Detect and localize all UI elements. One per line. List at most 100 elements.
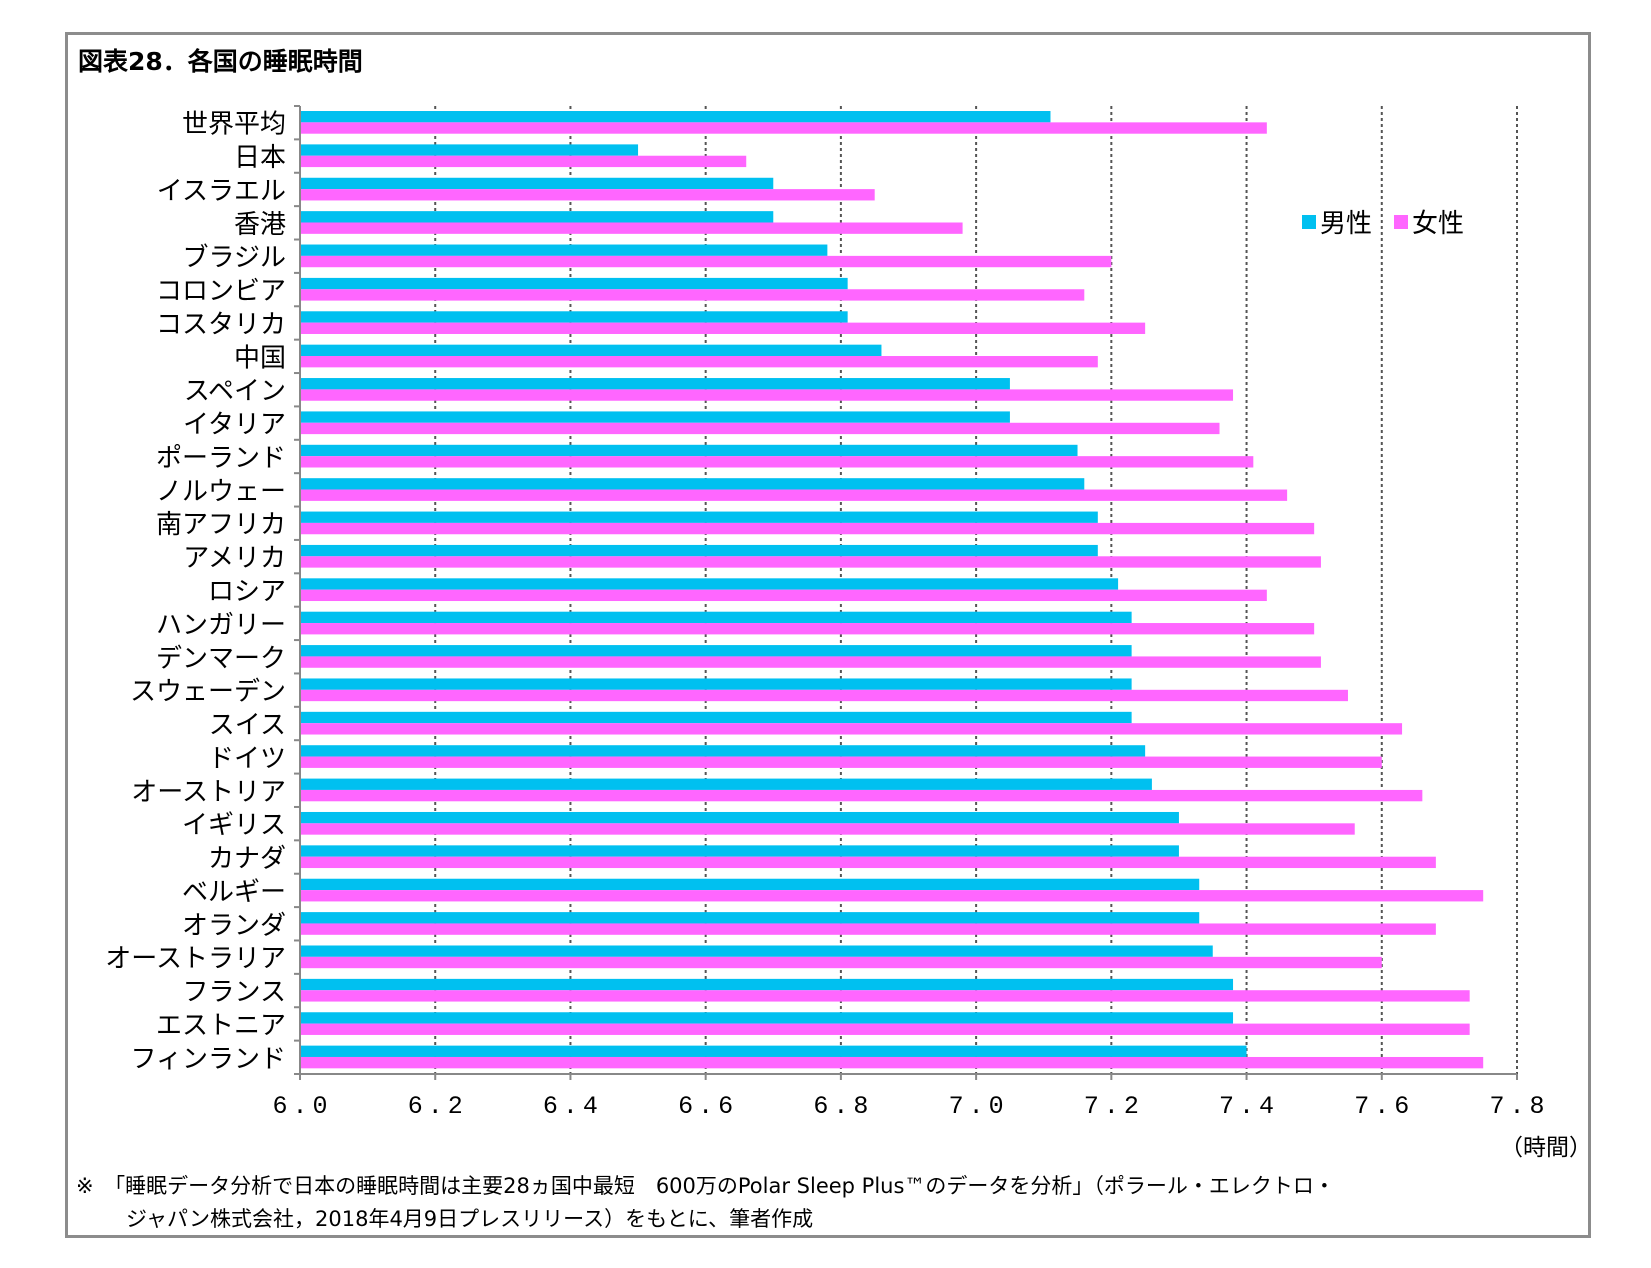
- y-tick-label: 日本: [234, 143, 286, 173]
- legend-swatch: [1394, 215, 1408, 229]
- y-tick-label: デンマーク: [156, 644, 286, 674]
- bar-male: [300, 912, 1200, 924]
- bar-female: [300, 356, 1098, 368]
- bar-female: [300, 255, 1112, 268]
- y-tick-label: コロンビア: [156, 277, 286, 307]
- bar-male: [300, 511, 1098, 523]
- bar-female: [300, 422, 1220, 435]
- bar-male: [300, 711, 1132, 724]
- y-tick-label: フィンランド: [131, 1044, 286, 1074]
- bar-female: [300, 623, 1315, 635]
- note-line-2: ジャパン株式会社，2018年4月9日プレスリリース）をもとに、筆者作成: [126, 1207, 814, 1231]
- bar-female: [300, 1023, 1470, 1035]
- bar-female: [300, 456, 1254, 468]
- x-tick-label: 6 . 8: [813, 1092, 868, 1121]
- bar-female: [300, 389, 1234, 401]
- bar-male: [300, 978, 1234, 991]
- x-tick-label: 6 . 6: [678, 1092, 733, 1121]
- bar-male: [300, 277, 848, 290]
- legend-label: 女性: [1412, 209, 1464, 239]
- bar-female: [300, 155, 747, 168]
- y-tick-label: コスタリカ: [156, 310, 286, 340]
- bar-female: [300, 222, 963, 234]
- y-tick-label: アメリカ: [183, 544, 286, 574]
- x-tick-label: 7 . 6: [1354, 1092, 1409, 1121]
- bar-male: [300, 211, 774, 223]
- y-tick-label: スペイン: [184, 377, 286, 407]
- x-axis-label: （時間）: [1500, 1135, 1592, 1161]
- y-tick-label: ロシア: [208, 577, 286, 607]
- bar-female: [300, 556, 1321, 568]
- y-tick-label: ベルギー: [182, 877, 286, 907]
- bar-male: [300, 144, 639, 156]
- bar-female: [300, 789, 1423, 802]
- bar-male: [300, 778, 1152, 790]
- y-tick-label: 中国: [234, 343, 286, 373]
- y-tick-label: 南アフリカ: [156, 510, 286, 540]
- legend-swatch: [1302, 215, 1316, 229]
- bar-female: [300, 322, 1146, 334]
- bar-female: [300, 522, 1315, 535]
- x-tick-label: 6 . 4: [543, 1092, 598, 1121]
- legend-label: 男性: [1320, 209, 1372, 239]
- y-tick-label: 世界平均: [182, 110, 286, 140]
- bar-male: [300, 311, 848, 323]
- bar-male: [300, 645, 1132, 657]
- bar-male: [300, 111, 1051, 123]
- bar-female: [300, 489, 1288, 501]
- bar-female: [300, 689, 1348, 702]
- y-tick-label: ドイツ: [208, 744, 286, 774]
- note-line-1: ※ 「睡眠データ分析で日本の睡眠時間は主要28ヵ国中最短 600万のPolar …: [76, 1174, 1335, 1198]
- bar-female: [300, 723, 1403, 735]
- bar-female: [300, 990, 1470, 1002]
- bar-male: [300, 678, 1132, 690]
- bar-male: [300, 544, 1098, 557]
- source-note: ※ 「睡眠データ分析で日本の睡眠時間は主要28ヵ国中最短 600万のPolar …: [76, 1170, 1335, 1236]
- bar-male: [300, 945, 1213, 957]
- bar-male: [300, 611, 1132, 624]
- y-tick-label: ブラジル: [183, 243, 286, 273]
- bar-female: [300, 823, 1355, 835]
- y-tick-label: カナダ: [208, 844, 286, 874]
- y-tick-label: イスラエル: [157, 176, 286, 206]
- bar-female: [300, 289, 1085, 301]
- bar-male: [300, 244, 828, 256]
- bar-male: [300, 878, 1200, 891]
- y-tick-label: オーストリア: [131, 777, 286, 807]
- x-tick-label: 6 . 2: [408, 1092, 463, 1121]
- bar-female: [300, 890, 1484, 902]
- x-tick-label: 7 . 2: [1084, 1092, 1139, 1121]
- bar-male: [300, 177, 774, 190]
- y-tick-label: スイス: [209, 711, 286, 741]
- y-tick-label: 香港: [234, 210, 286, 240]
- figure-frame: [65, 32, 1591, 1238]
- bar-female: [300, 189, 875, 201]
- bar-male: [300, 845, 1179, 857]
- bar-male: [300, 1045, 1247, 1057]
- bar-female: [300, 589, 1267, 602]
- bar-female: [300, 656, 1321, 668]
- bar-male: [300, 1012, 1234, 1024]
- y-tick-label: イタリア: [183, 410, 286, 440]
- bar-male: [300, 411, 1010, 423]
- bar-female: [300, 923, 1436, 935]
- x-tick-label: 7 . 8: [1489, 1092, 1544, 1121]
- y-tick-label: スウェーデン: [130, 677, 286, 707]
- chart-title: 図表28．各国の睡眠時間: [78, 47, 363, 76]
- bar-female: [300, 856, 1436, 869]
- y-tick-label: ポーランド: [156, 443, 286, 473]
- x-tick-label: 7 . 0: [949, 1092, 1004, 1121]
- y-tick-label: エストニア: [156, 1011, 286, 1041]
- y-tick-label: ハンガリー: [156, 610, 286, 640]
- y-tick-label: オランダ: [182, 911, 286, 941]
- bar-male: [300, 344, 882, 357]
- y-tick-label: オーストラリア: [105, 944, 286, 974]
- y-tick-label: イギリス: [182, 811, 286, 841]
- bar-female: [300, 956, 1382, 969]
- bar-male: [300, 378, 1010, 390]
- bar-male: [300, 578, 1119, 590]
- bar-male: [300, 444, 1078, 457]
- x-tick-label: 7 . 4: [1219, 1092, 1274, 1121]
- bar-male: [300, 811, 1179, 824]
